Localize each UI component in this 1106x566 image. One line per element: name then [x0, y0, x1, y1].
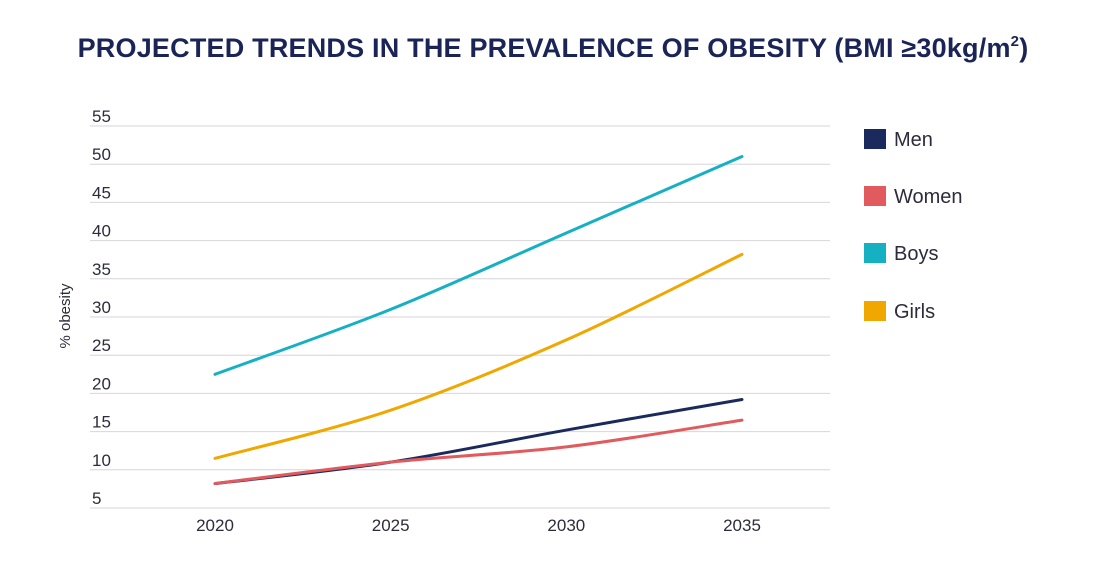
- legend-label: Girls: [894, 301, 935, 323]
- legend-label: Women: [894, 186, 963, 208]
- y-tick-label: 40: [92, 222, 111, 241]
- legend-label: Boys: [894, 243, 938, 265]
- series-line-men: [213, 398, 744, 486]
- legend-swatch: [864, 243, 886, 263]
- chart-title-main: PROJECTED TRENDS IN THE PREVALENCE OF OB…: [77, 33, 1011, 63]
- y-tick-label: 20: [92, 374, 111, 393]
- series-lines: [213, 155, 744, 486]
- y-tick-label: 25: [92, 336, 111, 355]
- legend-item-girls: Girls: [864, 301, 935, 323]
- x-tick-label: 2020: [196, 516, 234, 535]
- y-tick-label: 45: [92, 183, 111, 202]
- legend: Men Women Boys Girls: [864, 129, 963, 323]
- y-axis-ticks: 5 10 15 20 25 30 35 40 45 50 55: [92, 107, 111, 508]
- legend-item-men: Men: [864, 129, 933, 151]
- chart-title-end: ): [1019, 33, 1029, 63]
- y-tick-label: 50: [92, 145, 111, 164]
- legend-swatch: [864, 186, 886, 206]
- series-line-girls: [213, 252, 744, 460]
- legend-swatch: [864, 129, 886, 149]
- y-tick-label: 15: [92, 413, 111, 432]
- y-tick-label: 35: [92, 260, 111, 279]
- x-tick-label: 2035: [723, 516, 761, 535]
- y-axis-label: % obesity: [57, 283, 74, 349]
- y-tick-label: 55: [92, 107, 111, 126]
- legend-swatch: [864, 301, 886, 321]
- legend-item-boys: Boys: [864, 243, 938, 265]
- chart-title: PROJECTED TRENDS IN THE PREVALENCE OF OB…: [0, 33, 1106, 64]
- chart-title-superscript: 2: [1010, 33, 1020, 50]
- y-tick-label: 30: [92, 298, 111, 317]
- series-line-boys: [213, 155, 744, 376]
- y-tick-label: 10: [92, 451, 111, 470]
- series-line-women: [213, 418, 744, 486]
- x-tick-label: 2025: [372, 516, 410, 535]
- y-tick-label: 5: [92, 489, 101, 508]
- x-axis-ticks: 2020 2025 2030 2035: [196, 516, 761, 535]
- legend-item-women: Women: [864, 186, 963, 208]
- legend-label: Men: [894, 129, 933, 151]
- x-tick-label: 2030: [547, 516, 585, 535]
